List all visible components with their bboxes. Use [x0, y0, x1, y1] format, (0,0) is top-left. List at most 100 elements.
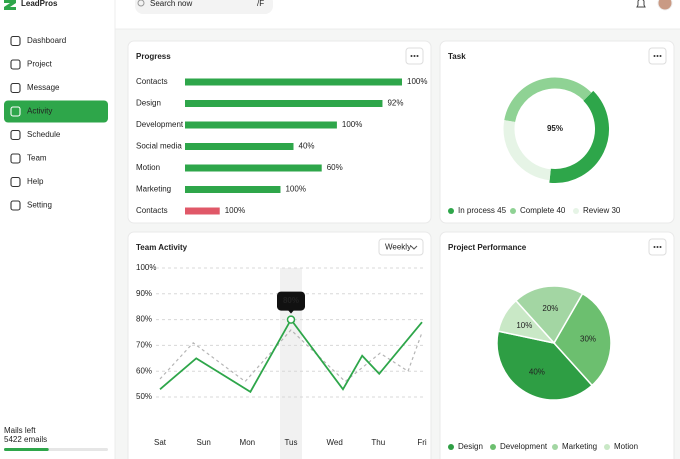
nav-item[interactable]: Message: [10, 82, 60, 94]
card: [127, 231, 432, 459]
x-tick-label: Thu: [371, 438, 385, 447]
pie-label: 10%: [516, 321, 532, 330]
more-button[interactable]: [405, 47, 424, 65]
progress-name: Social media: [136, 142, 182, 151]
progress-bar: [185, 143, 294, 150]
logo-icon: [4, 0, 16, 10]
progress-name: Design: [136, 99, 161, 108]
line-series: [159, 329, 423, 383]
more-button[interactable]: [648, 238, 667, 256]
avatar[interactable]: [657, 0, 673, 11]
nav-label: Dashboard: [27, 36, 66, 45]
nav-label: Schedule: [27, 130, 61, 139]
dropdown[interactable]: Weekly: [378, 238, 424, 256]
legend-value: 40: [556, 206, 565, 215]
bell-icon[interactable]: [636, 0, 646, 8]
mails-value: 5422 emails: [4, 435, 47, 444]
pie-slice: [497, 299, 557, 345]
legend-name: Review: [583, 206, 609, 215]
progress-name: Motion: [136, 163, 160, 172]
legend-label: Design: [458, 442, 483, 451]
y-tick-label: 60%: [136, 366, 152, 375]
nav-item[interactable]: Team: [10, 153, 47, 164]
pie-label: 40%: [529, 368, 545, 377]
tooltip-box: [277, 291, 305, 311]
line-series: [159, 317, 423, 394]
progress-name: Contacts: [136, 206, 168, 215]
x-tick-label: Sun: [197, 438, 211, 447]
legend-dot: [604, 444, 610, 450]
progress-label: 100%: [407, 77, 427, 86]
sidebar: [0, 0, 115, 459]
pie-label: 20%: [542, 304, 558, 313]
nav-item[interactable]: Dashboard: [10, 35, 66, 47]
highlight-column: [280, 268, 302, 459]
card-title: Team Activity: [136, 243, 188, 252]
more-dot: [659, 246, 662, 248]
nav-icon: [10, 106, 21, 117]
more-dot: [659, 55, 662, 57]
progress-bar: [185, 164, 322, 172]
progress-label: 100%: [225, 206, 245, 215]
nav-icon: [10, 200, 21, 211]
progress-bar: [185, 186, 281, 193]
nav-label: Setting: [27, 201, 52, 210]
point-marker: [286, 315, 296, 324]
x-tick-label: Fri: [417, 438, 427, 447]
x-tick-label: Wed: [327, 438, 343, 447]
more-dot: [413, 55, 416, 57]
progress-bar: [185, 121, 337, 129]
search-placeholder: Search now: [150, 0, 192, 8]
more-button[interactable]: [648, 47, 667, 65]
legend-dot: [448, 444, 454, 450]
nav-item[interactable]: Project: [10, 59, 53, 70]
pie-slice: [514, 285, 584, 345]
mails-label: Mails left: [4, 426, 36, 435]
card-title: Project Performance: [448, 243, 527, 252]
more-dot: [656, 246, 659, 248]
y-tick-label: 80%: [136, 315, 152, 324]
legend-label: Motion: [614, 442, 638, 451]
legend-name: In process: [458, 206, 495, 215]
nav-active-bg: [4, 100, 108, 123]
nav-item[interactable]: Activity: [4, 100, 108, 123]
more-dot: [653, 246, 656, 248]
search-shortcut: /F: [257, 0, 264, 8]
donut-segment: [549, 90, 609, 183]
legend-name: Complete: [520, 206, 555, 215]
legend-label: Marketing: [562, 442, 597, 451]
nav-label: Team: [27, 154, 47, 163]
nav-label: Project: [27, 60, 53, 69]
nav-icon: [10, 153, 21, 164]
pie-slice: [553, 292, 612, 387]
x-tick-label: Mon: [240, 438, 256, 447]
more-dot: [656, 55, 659, 57]
progress-name: Contacts: [136, 77, 168, 86]
legend-label: Review 30: [583, 206, 621, 215]
search-box[interactable]: Search now /F: [135, 0, 273, 14]
legend-value: 30: [611, 206, 620, 215]
card-title: Progress: [136, 52, 171, 61]
more-dot: [410, 55, 413, 57]
nav-label: Help: [27, 177, 44, 186]
progress-bar: [185, 207, 220, 215]
legend-dot: [448, 208, 454, 214]
dropdown-label: Weekly: [385, 243, 411, 252]
progress-label: 100%: [285, 185, 305, 194]
search-field[interactable]: [135, 0, 273, 14]
pie-slice: [496, 330, 594, 401]
nav-item[interactable]: Help: [10, 176, 44, 188]
x-tick-label: Tus: [284, 438, 297, 447]
donut-segment: [503, 120, 552, 181]
card: [439, 40, 675, 224]
nav-label: Activity: [27, 107, 52, 116]
legend-label: In process 45: [458, 206, 507, 215]
legend-label: Complete 40: [520, 206, 566, 215]
dropdown-chevron: [410, 245, 418, 250]
logo: LeadPros: [21, 0, 58, 8]
legend-label: Development: [500, 442, 548, 451]
nav-item[interactable]: Schedule: [10, 129, 61, 141]
progress-label: 60%: [327, 163, 343, 172]
nav-item[interactable]: Setting: [10, 200, 52, 211]
